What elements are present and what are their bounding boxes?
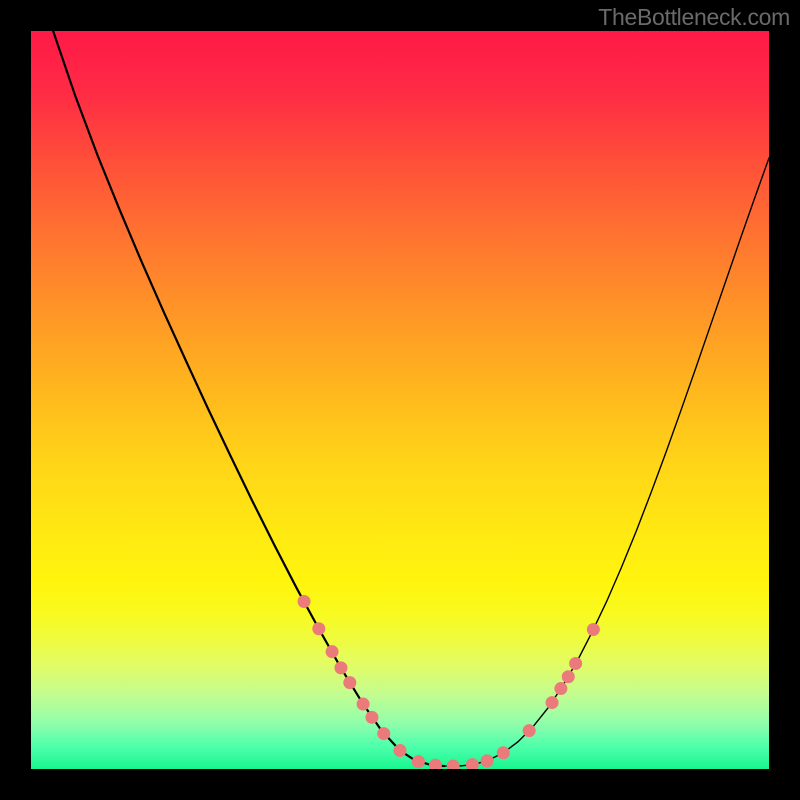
data-marker	[587, 623, 600, 636]
data-marker	[365, 711, 378, 724]
data-marker	[334, 661, 347, 674]
data-marker	[343, 676, 356, 689]
data-marker	[481, 754, 494, 767]
data-marker	[298, 595, 311, 608]
bottleneck-chart	[31, 31, 769, 769]
chart-plot-area	[31, 31, 769, 769]
watermark-text: TheBottleneck.com	[598, 4, 790, 31]
data-marker	[554, 682, 567, 695]
data-marker	[562, 670, 575, 683]
data-marker	[394, 744, 407, 757]
chart-background	[31, 31, 769, 769]
data-marker	[357, 698, 370, 711]
data-marker	[377, 727, 390, 740]
data-marker	[546, 696, 559, 709]
data-marker	[523, 724, 536, 737]
data-marker	[497, 746, 510, 759]
data-marker	[326, 645, 339, 658]
data-marker	[412, 755, 425, 768]
data-marker	[312, 622, 325, 635]
data-marker	[569, 657, 582, 670]
